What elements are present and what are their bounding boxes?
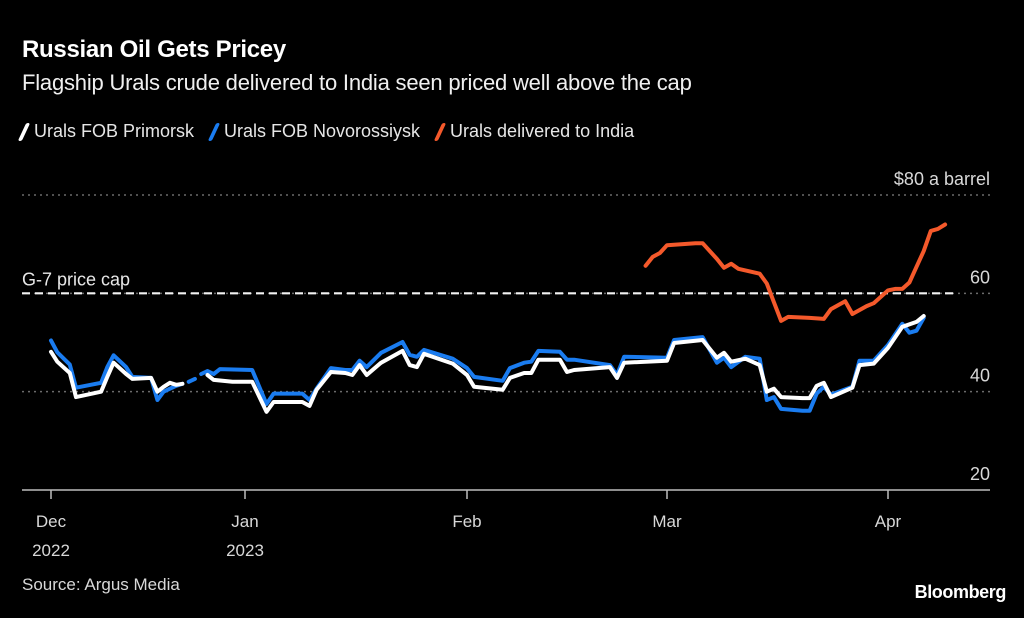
source-note: Source: Argus Media: [22, 575, 180, 594]
series-line-urals-delivered-to-india-seg-0: [643, 222, 948, 323]
legend: Urals FOB Primorsk Urals FOB Novorossiys…: [17, 121, 635, 142]
x-tick-label-mar: Mar: [652, 512, 682, 531]
series-urals-delivered-to-india: [643, 222, 948, 323]
series-line-urals-fob-primorsk-seg-1: [205, 314, 926, 414]
legend-item-india: Urals delivered to India: [433, 121, 635, 142]
legend-label-india: Urals delivered to India: [450, 121, 635, 141]
x-tick-sublabel-2023: 2023: [226, 541, 264, 560]
bloomberg-logo: Bloomberg: [914, 582, 1007, 602]
y-tick-label-20: 20: [970, 464, 990, 484]
series-group: [49, 222, 948, 414]
x-tick-sublabel-2022: 2022: [32, 541, 70, 560]
axes-group: Dec 2022 Jan 2023 Feb Mar Apr: [22, 489, 990, 560]
x-tick-label-dec: Dec: [36, 512, 67, 531]
y-tick-label-40: 40: [970, 366, 990, 386]
series-line-urals-fob-novorossiysk-seg-1: [186, 376, 197, 384]
x-tick-label-feb: Feb: [452, 512, 481, 531]
y-tick-label-80: $80 a barrel: [894, 169, 990, 189]
x-tick-label-jan: Jan: [231, 512, 258, 531]
legend-item-primorsk: Urals FOB Primorsk: [17, 121, 195, 142]
series-line-urals-fob-novorossiysk-seg-0: [49, 338, 185, 402]
reference-line-group: G-7 price cap: [22, 269, 955, 295]
x-tick-label-apr: Apr: [875, 512, 902, 531]
y-tick-label-60: 60: [970, 267, 990, 287]
series-urals-fob-primorsk: [49, 314, 926, 414]
legend-label-primorsk: Urals FOB Primorsk: [34, 121, 195, 141]
price-cap-label: G-7 price cap: [22, 269, 130, 289]
legend-item-novorossiysk: Urals FOB Novorossiysk: [207, 121, 421, 142]
chart-title: Russian Oil Gets Pricey: [22, 36, 286, 63]
series-line-urals-fob-primorsk-seg-0: [49, 349, 185, 400]
gridlines: 20 40 60 $80 a barrel: [22, 169, 990, 484]
chart-subtitle: Flagship Urals crude delivered to India …: [22, 70, 692, 95]
legend-label-novorossiysk: Urals FOB Novorossiysk: [224, 121, 421, 141]
